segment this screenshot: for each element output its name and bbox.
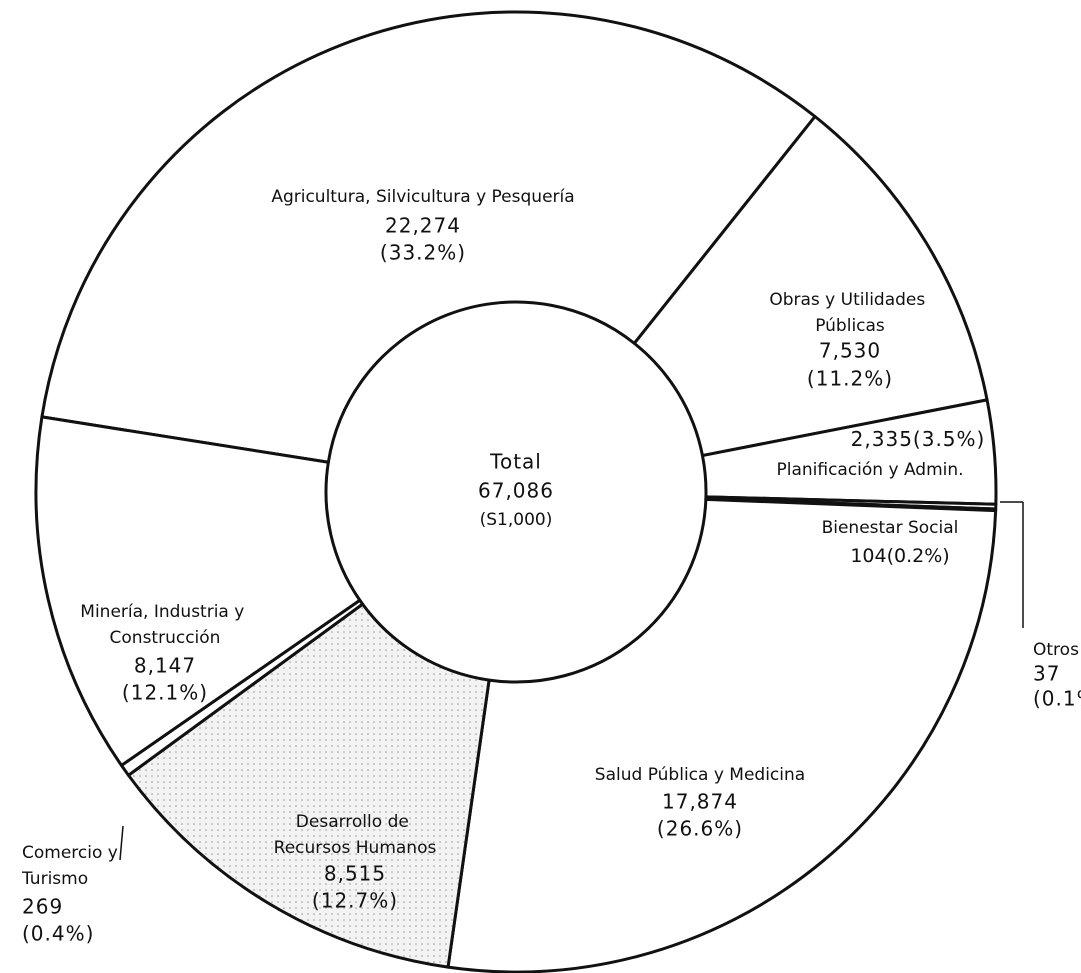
percent-label: (0.2%)	[887, 545, 950, 567]
segment-label: Salud Pública y Medicina	[595, 765, 805, 785]
donut-segment	[632, 115, 989, 458]
value-label: 37	[1033, 662, 1060, 686]
percent-label: (11.2%)	[807, 367, 893, 391]
center-unit: (S1,000)	[480, 510, 553, 530]
percent-label: (3.5%)	[913, 427, 985, 451]
donut-segment	[126, 602, 491, 969]
segment-label: Desarrollo de Recursos Humanos	[274, 812, 437, 858]
segment-label: Minería, Industria y Construcción	[80, 602, 249, 648]
value-label: 7,530	[819, 339, 881, 363]
leader-line	[119, 825, 124, 861]
value-label: 8,515	[324, 862, 386, 886]
segment-label: Comercio y Turismo	[21, 843, 123, 889]
value-label: 22,274	[385, 214, 461, 238]
donut-segment	[34, 415, 362, 767]
donut-segment	[40, 10, 817, 464]
segment-label: Planificación y Admin.	[776, 460, 963, 480]
center-title: Total	[489, 450, 542, 474]
segment-value: 104(0.2%)	[850, 545, 949, 567]
percent-label: (26.6%)	[657, 817, 743, 841]
segment-label: Otros	[1033, 640, 1079, 660]
percent-label: (0.1%)	[1033, 687, 1081, 711]
value-label: 17,874	[662, 790, 738, 814]
segment-value: 2,335(3.5%)	[851, 427, 986, 451]
segment-label: Agricultura, Silvicultura y Pesquería	[271, 187, 574, 207]
percent-label: (0.4%)	[22, 922, 94, 946]
value-label: 8,147	[134, 654, 196, 678]
percent-label: (33.2%)	[380, 241, 466, 265]
center-total: 67,086	[478, 479, 554, 503]
value-label: 104	[850, 545, 886, 567]
percent-label: (12.1%)	[122, 681, 208, 705]
percent-label: (12.7%)	[312, 889, 398, 913]
donut-segment	[446, 497, 998, 973]
value-label: 2,335	[851, 427, 913, 451]
segment-label: Obras y Utilidades Públicas	[769, 290, 930, 336]
segment-label: Bienestar Social	[822, 518, 959, 538]
value-label: 269	[22, 895, 63, 919]
